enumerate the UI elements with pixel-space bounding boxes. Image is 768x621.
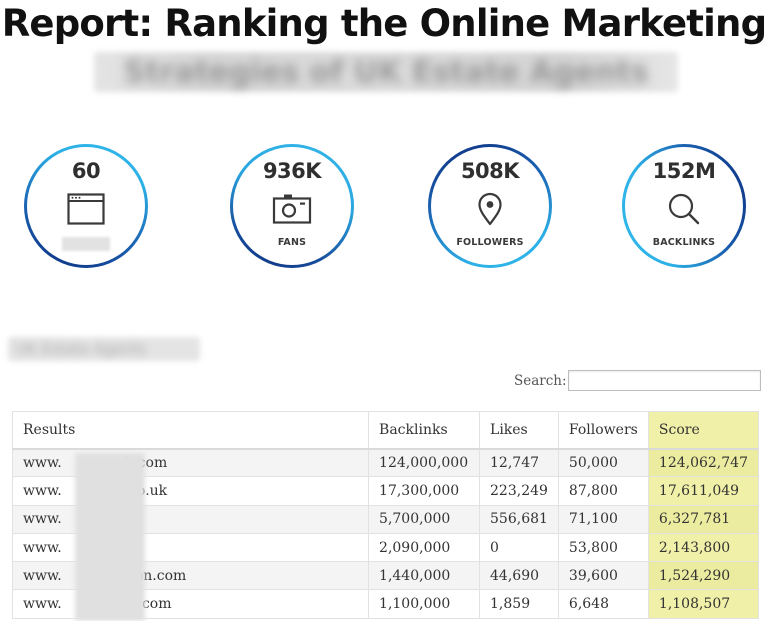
table-row: www. le.com 1,100,000 1,859 6,648 1,108,… <box>11 589 760 619</box>
likes-cell: 1,859 <box>479 589 559 619</box>
table-search: Search: <box>514 370 761 391</box>
likes-cell: 223,249 <box>479 476 559 506</box>
stat-label: FANS <box>277 237 307 248</box>
backlinks-cell: 5,700,000 <box>368 504 481 534</box>
section-heading-redacted: UK Estate Agents <box>8 337 200 361</box>
score-cell: 124,062,747 <box>647 447 760 478</box>
report-subtitle: Strategies of UK Estate Agents <box>123 54 649 90</box>
stat-value: 60 <box>71 159 101 183</box>
search-label: Search: <box>514 372 567 389</box>
backlinks-cell: 1,440,000 <box>368 561 481 591</box>
stat-circle-backlinks: 152M BACKLINKS <box>622 144 746 268</box>
stat-value: 508K <box>460 159 520 183</box>
domain-cell: www. tion.com <box>11 561 370 591</box>
column-header-likes[interactable]: Likes <box>479 411 559 450</box>
report-subtitle-redacted: Strategies of UK Estate Agents <box>94 52 678 92</box>
stat-label-redacted <box>62 237 110 251</box>
table-header-row: Results Backlinks Likes Followers Score <box>11 411 760 450</box>
followers-cell: 50,000 <box>557 447 649 478</box>
stat-value: 936K <box>262 159 322 183</box>
table-row: www. tion.com 1,440,000 44,690 39,600 1,… <box>11 561 760 591</box>
domain-cell: www. .co.uk <box>11 476 370 506</box>
stat-circle-sites: 60 <box>24 144 148 268</box>
likes-cell: 12,747 <box>479 447 559 478</box>
report-title: Report: Ranking the Online Marketing <box>1 2 767 45</box>
table-row: www. k 2,090,000 0 53,800 2,143,800 <box>11 532 760 563</box>
score-cell: 2,143,800 <box>647 532 760 563</box>
score-cell: 17,611,049 <box>647 476 760 506</box>
section-heading: UK Estate Agents <box>16 340 147 358</box>
domain-cell: www. k <box>11 504 370 534</box>
likes-cell: 0 <box>479 532 559 563</box>
followers-cell: 6,648 <box>557 589 649 619</box>
backlinks-cell: 2,090,000 <box>368 532 481 563</box>
table-row: www. k.com 124,000,000 12,747 50,000 124… <box>11 447 760 478</box>
stat-value: 152M <box>652 159 716 183</box>
column-header-backlinks[interactable]: Backlinks <box>368 411 481 450</box>
domain-cell: www. le.com <box>11 589 370 619</box>
followers-cell: 39,600 <box>557 561 649 591</box>
score-cell: 1,108,507 <box>647 589 760 619</box>
likes-cell: 556,681 <box>479 504 559 534</box>
domain-cell: www. k <box>11 532 370 563</box>
magnifier-icon <box>664 192 704 226</box>
camera-icon <box>272 192 312 226</box>
column-header-results[interactable]: Results <box>11 411 370 450</box>
map-pin-icon <box>470 192 510 226</box>
browser-window-icon <box>66 192 106 226</box>
backlinks-cell: 1,100,000 <box>368 589 481 619</box>
followers-cell: 71,100 <box>557 504 649 534</box>
score-cell: 6,327,781 <box>647 504 760 534</box>
stat-label: FOLLOWERS <box>456 237 524 248</box>
domain-cell: www. k.com <box>11 447 370 478</box>
table-row: www. k 5,700,000 556,681 71,100 6,327,78… <box>11 504 760 534</box>
followers-cell: 87,800 <box>557 476 649 506</box>
search-input[interactable] <box>567 370 761 391</box>
followers-cell: 53,800 <box>557 532 649 563</box>
score-cell: 1,524,290 <box>647 561 760 591</box>
stat-label: BACKLINKS <box>652 237 716 248</box>
backlinks-cell: 17,300,000 <box>368 476 481 506</box>
results-table: Results Backlinks Likes Followers Score … <box>11 411 760 619</box>
backlinks-cell: 124,000,000 <box>368 447 481 478</box>
stat-circle-followers: 508K FOLLOWERS <box>428 144 552 268</box>
column-header-score[interactable]: Score <box>647 411 760 450</box>
stat-circle-fans: 936K FANS <box>230 144 354 268</box>
table-row: www. .co.uk 17,300,000 223,249 87,800 17… <box>11 476 760 506</box>
likes-cell: 44,690 <box>479 561 559 591</box>
column-header-followers[interactable]: Followers <box>557 411 649 450</box>
